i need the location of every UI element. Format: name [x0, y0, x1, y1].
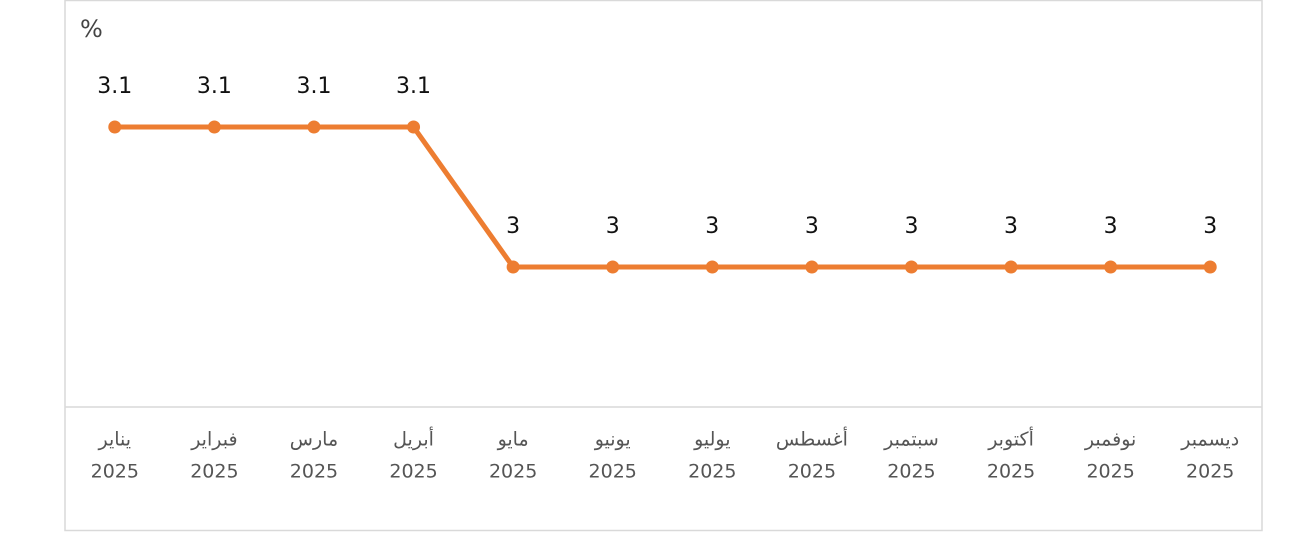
value-label: 3: [805, 214, 819, 239]
value-label: 3: [705, 214, 719, 239]
point: [307, 120, 321, 134]
x-tick-label: أغسطس: [776, 427, 848, 451]
x-tick-label: مايو: [497, 429, 529, 451]
x-tick-label: 2025: [1086, 461, 1134, 483]
x-tick-label: 2025: [389, 461, 437, 483]
point: [904, 260, 918, 274]
point: [705, 260, 719, 274]
value-label: 3.1: [197, 74, 232, 99]
x-tick-label: أبريل: [393, 427, 434, 451]
point: [207, 120, 221, 134]
x-tick-label: 2025: [788, 461, 836, 483]
line: [114, 124, 1211, 270]
point: [506, 260, 520, 274]
x-tick-label: يونيو: [594, 429, 631, 451]
point: [108, 120, 122, 134]
x-tick-label: يوليو: [693, 429, 730, 451]
value-label: 3.1: [97, 74, 132, 99]
unit-label: %: [80, 15, 103, 43]
x-tick-label: فبراير: [190, 429, 237, 451]
x-tick-label: أكتوبر: [987, 427, 1034, 451]
point: [606, 260, 620, 274]
value-label: 3.1: [296, 74, 331, 99]
chart-frame: [64, 0, 1263, 532]
value-label: 3: [1104, 214, 1118, 239]
x-tick-label: 2025: [190, 461, 238, 483]
value-label: 3: [1203, 214, 1217, 239]
x-tick-label: 2025: [290, 461, 338, 483]
x-tick-label: 2025: [489, 461, 537, 483]
value-label: 3: [606, 214, 620, 239]
x-tick-label: مارس: [290, 429, 338, 451]
value-label: 3.1: [396, 74, 431, 99]
point: [1004, 260, 1018, 274]
point: [1104, 260, 1118, 274]
point: [407, 120, 421, 134]
point: [1203, 260, 1217, 274]
value-label: 3: [904, 214, 918, 239]
x-tick-label: 2025: [589, 461, 637, 483]
x-tick-label: نوفمبر: [1084, 429, 1136, 451]
x-tick-label: ديسمبر: [1180, 429, 1239, 451]
x-tick-label: 2025: [688, 461, 736, 483]
x-tick-label: يناير: [97, 429, 131, 451]
x-tick-label: 2025: [887, 461, 935, 483]
value-label: 3: [506, 214, 520, 239]
value-label: 3: [1004, 214, 1018, 239]
point: [805, 260, 819, 274]
x-tick-label: 2025: [987, 461, 1035, 483]
x-tick-label: 2025: [91, 461, 139, 483]
x-tick-label: 2025: [1186, 461, 1234, 483]
x-tick-label: سبتمبر: [883, 429, 939, 451]
